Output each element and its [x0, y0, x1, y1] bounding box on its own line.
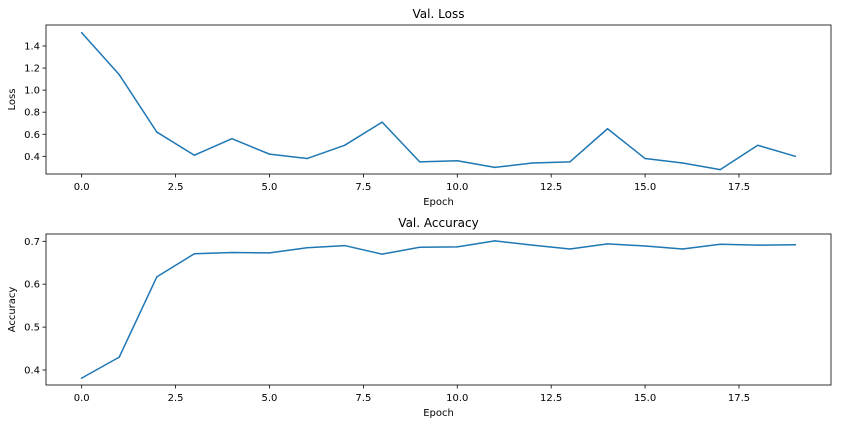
- loss-data-point: [80, 31, 83, 34]
- loss-data-point: [757, 144, 759, 147]
- loss-data-point: [569, 161, 571, 163]
- loss-data-point: [118, 73, 120, 76]
- accuracy-data-point: [456, 246, 459, 248]
- loss-data-point: [531, 162, 534, 164]
- accuracy-data-point: [381, 253, 383, 255]
- accuracy-data-point: [268, 252, 271, 254]
- accuracy-data-point: [719, 243, 721, 246]
- loss-data-point: [268, 153, 271, 155]
- loss-y-tick-label: 0.4: [24, 152, 40, 163]
- loss-y-axis-label: Loss: [7, 89, 18, 111]
- accuracy-data-point: [80, 377, 83, 379]
- loss-x-tick-label: 5.0: [262, 182, 278, 193]
- loss-data-point: [193, 154, 196, 156]
- accuracy-y-tick-label: 0.4: [24, 365, 40, 376]
- loss-axes-frame: [45, 24, 832, 175]
- loss-data-point: [156, 131, 158, 133]
- accuracy-x-tick-label: 2.5: [168, 393, 184, 404]
- loss-data-point: [494, 166, 496, 169]
- accuracy-data-point: [681, 248, 684, 250]
- accuracy-data-point: [343, 244, 346, 247]
- accuracy-x-tick-label: 5.0: [262, 393, 278, 404]
- accuracy-data-point: [757, 244, 759, 246]
- accuracy-data-point: [193, 252, 196, 255]
- loss-y-tick-label: 0.8: [24, 108, 40, 119]
- loss-x-axis-label: Epoch: [423, 197, 454, 208]
- accuracy-data-point: [531, 244, 534, 246]
- accuracy-chart-title: Val. Accuracy: [398, 216, 478, 230]
- accuracy-axes-frame: [45, 233, 832, 386]
- accuracy-x-tick-label: 7.5: [355, 393, 371, 404]
- accuracy-x-tick-label: 10.0: [446, 393, 468, 404]
- accuracy-subplot: Val. Accuracy Epoch Accuracy 0.0 2.5 5.0 7.…: [7, 216, 832, 419]
- accuracy-data-point: [569, 248, 571, 250]
- loss-data-point: [343, 144, 346, 147]
- accuracy-data-point: [418, 246, 421, 249]
- accuracy-x-tick-label: 15.0: [634, 393, 656, 404]
- loss-y-tick-label: 1.0: [24, 86, 40, 97]
- accuracy-data-point: [231, 251, 233, 254]
- accuracy-x-tick-label: 0.0: [74, 393, 90, 404]
- loss-series-group: [80, 31, 797, 171]
- accuracy-series-line: [80, 240, 797, 379]
- accuracy-data-point: [118, 356, 120, 358]
- accuracy-y-axis-label: Accuracy: [7, 287, 18, 333]
- loss-x-tick-label: 12.5: [540, 182, 562, 193]
- loss-y-tick-label: 0.6: [24, 130, 40, 141]
- loss-data-point: [306, 157, 308, 160]
- loss-x-tick-label: 17.5: [728, 182, 750, 193]
- accuracy-y-tick-label: 0.5: [24, 323, 40, 334]
- accuracy-series-group: [80, 240, 797, 379]
- accuracy-x-tick-label: 12.5: [540, 393, 562, 404]
- loss-x-tick-label: 0.0: [74, 182, 90, 193]
- accuracy-data-point: [606, 243, 609, 245]
- loss-data-point: [606, 128, 609, 130]
- accuracy-y-ticks: 0.4 0.5 0.6 0.7: [24, 237, 46, 376]
- loss-data-point: [381, 121, 383, 123]
- loss-series-line: [80, 31, 797, 171]
- accuracy-data-point: [306, 246, 308, 249]
- accuracy-data-point: [494, 240, 496, 242]
- loss-data-point: [231, 137, 233, 140]
- loss-x-ticks: 0.0 2.5 5.0 7.5 10.0 12.5 15.0 17.5: [74, 174, 750, 193]
- accuracy-x-tick-label: 17.5: [728, 393, 750, 404]
- loss-y-tick-label: 1.4: [24, 41, 40, 52]
- accuracy-x-axis-label: Epoch: [423, 408, 454, 419]
- loss-data-point: [719, 168, 721, 171]
- loss-chart-title: Val. Loss: [413, 7, 465, 21]
- loss-x-tick-label: 15.0: [634, 182, 656, 193]
- accuracy-data-point: [644, 245, 646, 247]
- accuracy-x-ticks: 0.0 2.5 5.0 7.5 10.0 12.5 15.0 17.5: [74, 385, 750, 404]
- loss-x-tick-label: 10.0: [446, 182, 468, 193]
- loss-data-point: [794, 155, 797, 158]
- loss-data-point: [681, 162, 684, 164]
- accuracy-data-point: [794, 243, 797, 246]
- loss-data-point: [644, 157, 646, 160]
- loss-subplot: Val. Loss Epoch Loss 0.0 2.5 5.0 7.5 10.0 12.…: [7, 7, 832, 208]
- accuracy-data-point: [156, 276, 158, 278]
- loss-data-point: [456, 160, 459, 162]
- loss-y-tick-label: 1.2: [24, 64, 40, 75]
- accuracy-y-tick-label: 0.7: [24, 237, 40, 248]
- loss-x-tick-label: 7.5: [355, 182, 371, 193]
- loss-data-point: [418, 161, 421, 163]
- accuracy-y-tick-label: 0.6: [24, 280, 40, 291]
- loss-y-ticks: 0.4 0.6 0.8 1.0 1.2 1.4: [24, 41, 46, 163]
- loss-x-tick-label: 2.5: [168, 182, 184, 193]
